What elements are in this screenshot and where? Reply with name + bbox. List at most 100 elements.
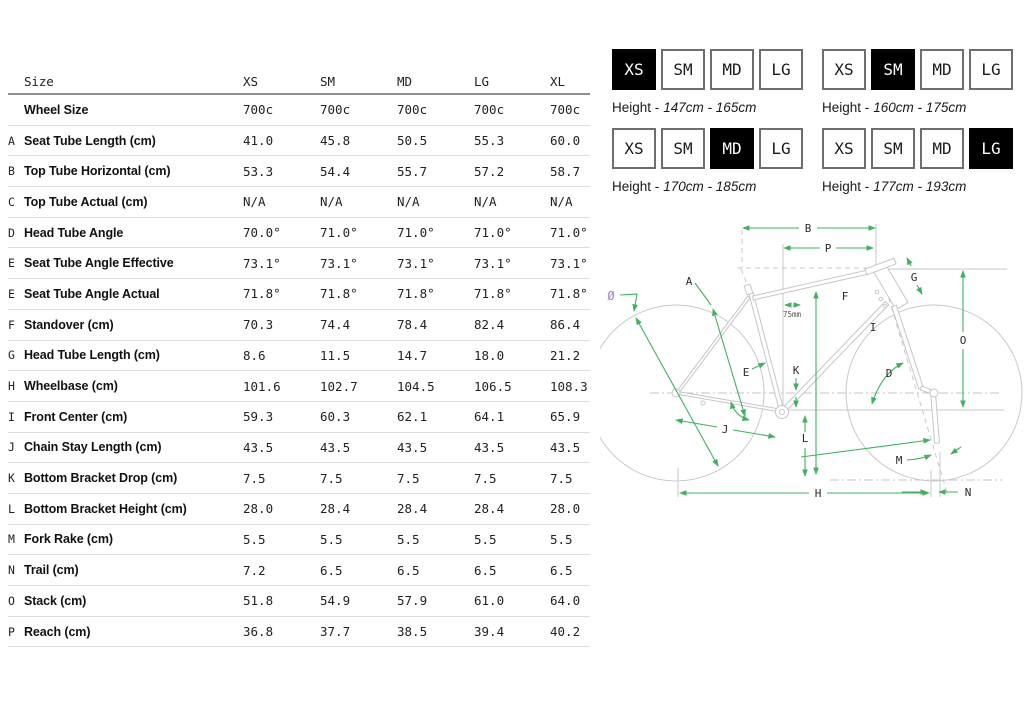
size-button-xs[interactable]: XS <box>822 49 866 90</box>
cell-value: 55.7 <box>397 163 428 179</box>
row-label: Front Center (cm) <box>24 409 128 424</box>
table-row: E Seat Tube Angle Actual 71.8° 71.8° 71.8° 71… <box>8 279 590 310</box>
cell-value: 43.5 <box>550 439 581 455</box>
cell-value: SM <box>320 74 336 89</box>
size-button-lg[interactable]: LG <box>759 49 803 90</box>
cell-value: 73.1° <box>320 255 358 271</box>
cell-value: 6.5 <box>320 562 343 578</box>
size-selector-group: XS SM MD LG <box>612 128 808 169</box>
cell-value: 5.5 <box>474 531 497 547</box>
cell-value: 71.0° <box>397 225 435 241</box>
size-button-sm[interactable]: SM <box>661 49 705 90</box>
cell-value: 104.5 <box>397 378 435 394</box>
cell-value: 57.2 <box>474 163 505 179</box>
cell-value: 64.1 <box>474 409 505 425</box>
cell-value: 45.8 <box>320 133 351 149</box>
row-label: Seat Tube Angle Actual <box>24 286 160 301</box>
height-range-label: Height -170cm - 185cm <box>612 179 756 194</box>
dimension-label-m: M <box>896 454 903 467</box>
row-letter: D <box>8 225 15 240</box>
cell-value: 55.3 <box>474 133 505 149</box>
dimension-labels: BP A Ø 75mm F G I O E K D J L M H N <box>607 222 971 500</box>
cell-value: N/A <box>474 194 497 210</box>
cell-value: 43.5 <box>397 439 428 455</box>
row-letter: C <box>8 194 15 209</box>
cell-value: 71.8° <box>474 286 512 302</box>
size-button-lg[interactable]: LG <box>969 49 1013 90</box>
cell-value: 37.7 <box>320 624 351 640</box>
table-row: G Head Tube Length (cm) 8.6 11.5 14.7 18.0 21.… <box>8 341 590 372</box>
dimension-label-d: D <box>886 367 893 380</box>
cell-value: 14.7 <box>397 347 428 363</box>
dimension-label-75mm: 75mm <box>783 310 802 319</box>
size-button-sm[interactable]: SM <box>871 49 915 90</box>
row-letter: K <box>8 471 15 486</box>
cell-value: 70.0° <box>243 225 281 241</box>
table-header-row: Size XS SM MD LG XL <box>8 70 590 95</box>
cell-value: 73.1° <box>474 255 512 271</box>
size-button-md[interactable]: MD <box>920 49 964 90</box>
row-label: Seat Tube Angle Effective <box>24 256 174 271</box>
cell-value: 5.5 <box>397 531 420 547</box>
table-row: O Stack (cm) 51.8 54.9 57.9 61.0 64.0 <box>8 586 590 617</box>
size-button-md[interactable]: MD <box>920 128 964 169</box>
cell-value: 700c <box>320 102 351 118</box>
dimension-label-i: I <box>870 321 877 334</box>
row-letter: F <box>8 317 15 332</box>
cell-value: 41.0 <box>243 133 274 149</box>
size-button-xs[interactable]: XS <box>822 128 866 169</box>
row-letter: H <box>8 379 15 394</box>
cell-value: 73.1° <box>397 255 435 271</box>
table-row: C Top Tube Actual (cm) N/A N/A N/A N/A N/A <box>8 187 590 218</box>
size-button-md[interactable]: MD <box>710 49 754 90</box>
row-label: Stack (cm) <box>24 593 87 608</box>
size-button-sm[interactable]: SM <box>661 128 705 169</box>
row-label: Bottom Bracket Height (cm) <box>24 501 187 516</box>
dimension-label-p: P <box>825 242 832 255</box>
dimension-label-ø: Ø <box>607 289 615 303</box>
row-letter: J <box>8 440 15 455</box>
height-label-prefix: Height - <box>612 179 660 194</box>
row-label: Fork Rake (cm) <box>24 532 113 547</box>
cell-value: 57.9 <box>397 593 428 609</box>
cell-value: XS <box>243 74 259 89</box>
cell-value: 101.6 <box>243 378 281 394</box>
cell-value: 7.5 <box>243 470 266 486</box>
size-button-md[interactable]: MD <box>710 128 754 169</box>
row-letter: B <box>8 164 15 179</box>
size-button-sm[interactable]: SM <box>871 128 915 169</box>
cell-value: 71.8° <box>320 286 358 302</box>
row-label: Chain Stay Length (cm) <box>24 440 162 455</box>
table-row: A Seat Tube Length (cm) 41.0 45.8 50.5 55.3 60… <box>8 126 590 157</box>
cell-value: 36.8 <box>243 624 274 640</box>
size-button-xs[interactable]: XS <box>612 128 656 169</box>
cell-value: N/A <box>243 194 266 210</box>
row-letter: M <box>8 532 15 547</box>
cell-value: 43.5 <box>474 439 505 455</box>
size-selector-group: XS SM MD LG <box>822 49 1018 90</box>
height-range-value: 170cm - 185cm <box>663 179 757 194</box>
row-letter: N <box>8 563 15 578</box>
height-label-prefix: Height - <box>822 179 870 194</box>
height-label-prefix: Height - <box>822 100 870 115</box>
dimension-label-l: L <box>802 432 809 445</box>
size-button-lg[interactable]: LG <box>969 128 1013 169</box>
dimension-label-o: O <box>960 334 967 347</box>
table-row: J Chain Stay Length (cm) 43.5 43.5 43.5 43.5 4… <box>8 433 590 464</box>
table-row: H Wheelbase (cm) 101.6 102.7 104.5 106.5 108.3 <box>8 371 590 402</box>
row-label: Size <box>24 74 54 89</box>
size-button-lg[interactable]: LG <box>759 128 803 169</box>
height-range-value: 147cm - 165cm <box>663 100 757 115</box>
table-row: E Seat Tube Angle Effective 73.1° 73.1° 73.1… <box>8 248 590 280</box>
cell-value: 73.1° <box>243 255 281 271</box>
dimension-annotations <box>619 225 966 496</box>
table-row: L Bottom Bracket Height (cm) 28.0 28.4 28.4 2… <box>8 494 590 525</box>
cell-value: 70.3 <box>243 317 274 333</box>
height-range-value: 177cm - 193cm <box>873 179 967 194</box>
size-button-xs[interactable]: XS <box>612 49 656 90</box>
cell-value: 51.8 <box>243 593 274 609</box>
size-selector-group: XS SM MD LG <box>822 128 1018 169</box>
cell-value: 74.4 <box>320 317 351 333</box>
row-label: Head Tube Angle <box>24 225 124 240</box>
height-range-label: Height -160cm - 175cm <box>822 100 966 115</box>
